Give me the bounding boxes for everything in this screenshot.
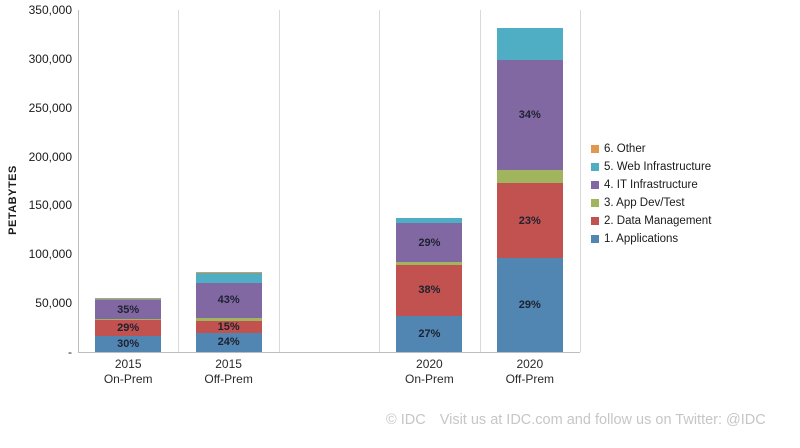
bar-segment: 29%	[496, 257, 563, 352]
legend-item: 6. Other	[591, 143, 711, 155]
legend: 6. Other 5. Web Infrastructure 4. IT Infra…	[591, 143, 711, 251]
category-separator	[379, 10, 381, 352]
bar-segment: 24%	[195, 332, 262, 352]
bar-segment: 29%	[396, 223, 463, 263]
y-tick-label: 350,000	[28, 3, 72, 17]
legend-swatch	[591, 145, 599, 153]
y-tick-label: -	[68, 345, 72, 359]
category-separator	[580, 10, 581, 352]
legend-swatch	[591, 235, 599, 243]
bar-segment	[195, 317, 262, 321]
y-tick-label: 50,000	[35, 296, 72, 311]
category-separator	[278, 10, 280, 352]
footer: © IDC Visit us at IDC.com and follow us …	[386, 412, 766, 428]
segment-percentage-label: 34%	[518, 109, 541, 122]
bar-segment: 38%	[396, 264, 463, 316]
legend-label: 1. Applications	[604, 233, 679, 245]
segment-percentage-label: 23%	[518, 214, 541, 227]
legend-item: 4. IT Infrastructure	[591, 179, 711, 191]
segment-percentage-label: 35%	[117, 303, 140, 316]
legend-label: 3. App Dev/Test	[604, 197, 685, 209]
category-label-year: 2015	[215, 357, 242, 371]
bar-segment: 43%	[195, 283, 262, 318]
legend-swatch	[591, 217, 599, 225]
bar-segment: 30%	[95, 335, 162, 352]
category-label-year: 2020	[516, 357, 544, 371]
category-label-location: Off-Prem	[204, 372, 253, 386]
bar-segment	[95, 319, 162, 321]
bar-segment	[496, 27, 563, 61]
category-separator	[178, 10, 180, 352]
segment-percentage-label: 38%	[418, 284, 441, 297]
x-axis-line	[78, 352, 580, 353]
bar-segment	[396, 218, 463, 224]
footer-copyright: © IDC	[386, 412, 426, 428]
legend-item: 2. Data Management	[591, 215, 711, 227]
category-label-location: On-Prem	[405, 372, 454, 386]
legend-label: 2. Data Management	[604, 215, 712, 227]
category-label-year: 2015	[114, 357, 142, 371]
y-tick-label: 300,000	[28, 51, 72, 66]
legend-item: 5. Web Infrastructure	[591, 161, 711, 173]
legend-swatch	[591, 199, 599, 207]
legend-item: 3. App Dev/Test	[591, 197, 711, 209]
y-tick-label: 150,000	[28, 198, 72, 213]
legend-item: 1. Applications	[591, 233, 711, 245]
bar-segment	[95, 298, 162, 299]
y-tick-label: 250,000	[28, 100, 72, 115]
segment-percentage-label: 30%	[117, 337, 140, 350]
y-tick-label: 200,000	[28, 149, 72, 164]
bar-segment	[496, 170, 563, 184]
category-separator	[479, 10, 481, 352]
footer-text: Visit us at IDC.com and follow us on Twi…	[439, 412, 766, 428]
legend-swatch	[591, 181, 599, 189]
bar-segment	[195, 271, 262, 273]
category-label-location: Off-Prem	[505, 372, 555, 386]
bar-segment: 15%	[195, 320, 262, 333]
y-tick-label: 100,000	[28, 247, 72, 262]
segment-percentage-label: 27%	[418, 327, 441, 340]
bar-segment: 27%	[396, 315, 463, 352]
bar-segment	[95, 298, 162, 301]
legend-label: 5. Web Infrastructure	[604, 161, 712, 173]
bar-segment: 23%	[496, 183, 563, 258]
segment-percentage-label: 43%	[217, 294, 240, 307]
segment-percentage-label: 24%	[217, 336, 240, 349]
bar-segment: 35%	[95, 300, 162, 320]
category-label-location: On-Prem	[103, 372, 153, 386]
segment-percentage-label: 29%	[117, 322, 140, 335]
bar-segment	[396, 262, 463, 265]
legend-swatch	[591, 163, 599, 171]
bar-segment: 29%	[95, 320, 162, 336]
y-axis-line	[78, 10, 79, 352]
bar-segment: 34%	[496, 60, 563, 171]
segment-percentage-label: 29%	[518, 298, 541, 311]
legend-label: 6. Other	[604, 143, 646, 155]
legend-label: 4. IT Infrastructure	[604, 179, 698, 191]
bar-segment	[195, 272, 262, 284]
category-label-year: 2020	[416, 357, 443, 371]
segment-percentage-label: 29%	[418, 236, 441, 249]
segment-percentage-label: 15%	[217, 320, 240, 333]
